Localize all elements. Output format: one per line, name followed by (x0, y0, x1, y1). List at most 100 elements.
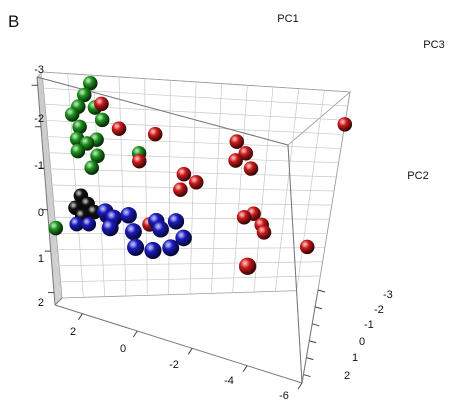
tick-label-pc3: -1 (364, 319, 374, 331)
tick-label-pc1: 0 (120, 343, 126, 355)
axis-label-pc1: PC1 (277, 13, 298, 25)
box-edges (36, 76, 319, 384)
data-point-shade (300, 239, 315, 255)
data-point-shade (69, 216, 84, 232)
data-point-shade (173, 182, 188, 197)
box-edge (36, 76, 289, 146)
gridline (53, 281, 61, 289)
gridline (45, 184, 53, 192)
data-point-shade (148, 127, 163, 142)
axis-label-pc2: PC2 (407, 170, 428, 182)
gridline (47, 200, 54, 208)
data-point-shade (48, 220, 63, 236)
data-point-shade (239, 257, 257, 275)
tick-label-pc1: 2 (70, 326, 76, 338)
tick-mark (314, 306, 323, 310)
data-point-shade (337, 117, 352, 132)
data-point-shade (144, 242, 162, 259)
tick-label-pc1: -6 (279, 390, 289, 402)
data-point-shade (81, 217, 97, 232)
data-point-shade (152, 221, 169, 238)
data-point-shade (127, 238, 145, 256)
data-point-shade (236, 210, 252, 225)
gridlines (37, 72, 348, 305)
gridline (41, 72, 62, 299)
tick-label-pc3: 0 (359, 336, 365, 348)
gridline (43, 87, 348, 107)
data-point-shade (162, 239, 180, 257)
tick-label-pc1: -2 (169, 359, 179, 371)
gridline (59, 261, 323, 267)
tick-mark (297, 382, 303, 390)
tick-mark (303, 374, 311, 378)
tick-label-pc1: -4 (224, 375, 234, 387)
tick-label-pc3: 1 (352, 352, 358, 364)
data-point-shade (72, 119, 87, 135)
box-edge (287, 144, 303, 384)
tick-mark (187, 348, 193, 355)
gridline (57, 247, 325, 250)
ticks-pc2: -3 -2 -1 0 1 2 (34, 64, 44, 309)
gridline (38, 74, 59, 302)
tick-mark (306, 357, 314, 361)
data-point-shade (256, 225, 272, 240)
tick-label-pc2: 2 (38, 297, 44, 309)
gridline (60, 275, 321, 283)
gridline (48, 217, 56, 224)
data-point-shade (101, 219, 119, 237)
box-edge (301, 289, 319, 384)
tick-mark (312, 323, 320, 327)
panel-label: B (8, 12, 19, 31)
tick-label-pc2: -3 (34, 64, 44, 76)
box-edge (54, 297, 63, 306)
axis-label-pc3: PC3 (423, 39, 444, 51)
box-edge (54, 304, 303, 384)
data-point-shade (70, 143, 86, 159)
tick-mark (317, 289, 326, 293)
tick-mark (309, 340, 317, 344)
data-point-shade (77, 87, 92, 103)
data-point-shade (65, 107, 80, 122)
tick-marks (31, 84, 326, 390)
gridline (37, 75, 57, 304)
data-point-shade (124, 223, 142, 241)
data-point-shade (167, 213, 185, 230)
tick-label-pc3: -3 (383, 289, 393, 301)
data-point-shade (95, 112, 110, 128)
tick-label-pc2: -2 (34, 113, 44, 125)
data-point-shade (120, 207, 137, 224)
data-point-shade (83, 76, 98, 91)
gridline (39, 73, 61, 301)
data-point-shade (84, 160, 99, 175)
data-point-shade (228, 153, 243, 168)
ticks-pc3: -3 -2 -1 0 1 2 (344, 289, 393, 382)
data-points (48, 76, 352, 275)
tick-mark (78, 313, 83, 320)
data-point-shade (132, 154, 147, 169)
data-point-shade (243, 161, 259, 176)
tick-label-pc3: -2 (374, 304, 384, 316)
gridline (38, 75, 58, 303)
tick-label-pc2: -1 (34, 160, 44, 172)
gridline (37, 76, 57, 305)
tick-label-pc3: 2 (344, 370, 350, 382)
box-edge (36, 76, 56, 306)
gridline (50, 249, 58, 257)
data-point-shade (189, 175, 204, 190)
data-point-shade (90, 148, 105, 163)
tick-label-pc2: 0 (38, 207, 44, 219)
data-point-shade (175, 229, 192, 247)
gridline (39, 74, 60, 302)
data-point-shade (111, 121, 127, 136)
gridline (40, 73, 61, 300)
data-point-shade (94, 96, 109, 112)
data-point-shade (176, 167, 192, 182)
data-point-shade (229, 134, 244, 149)
ticks-pc1: 2 0 -2 -4 -6 (70, 326, 289, 402)
data-point-shade (238, 146, 253, 161)
tick-mark (242, 365, 248, 372)
gridline (44, 168, 51, 175)
gridline (52, 265, 60, 273)
gridline (53, 200, 332, 206)
